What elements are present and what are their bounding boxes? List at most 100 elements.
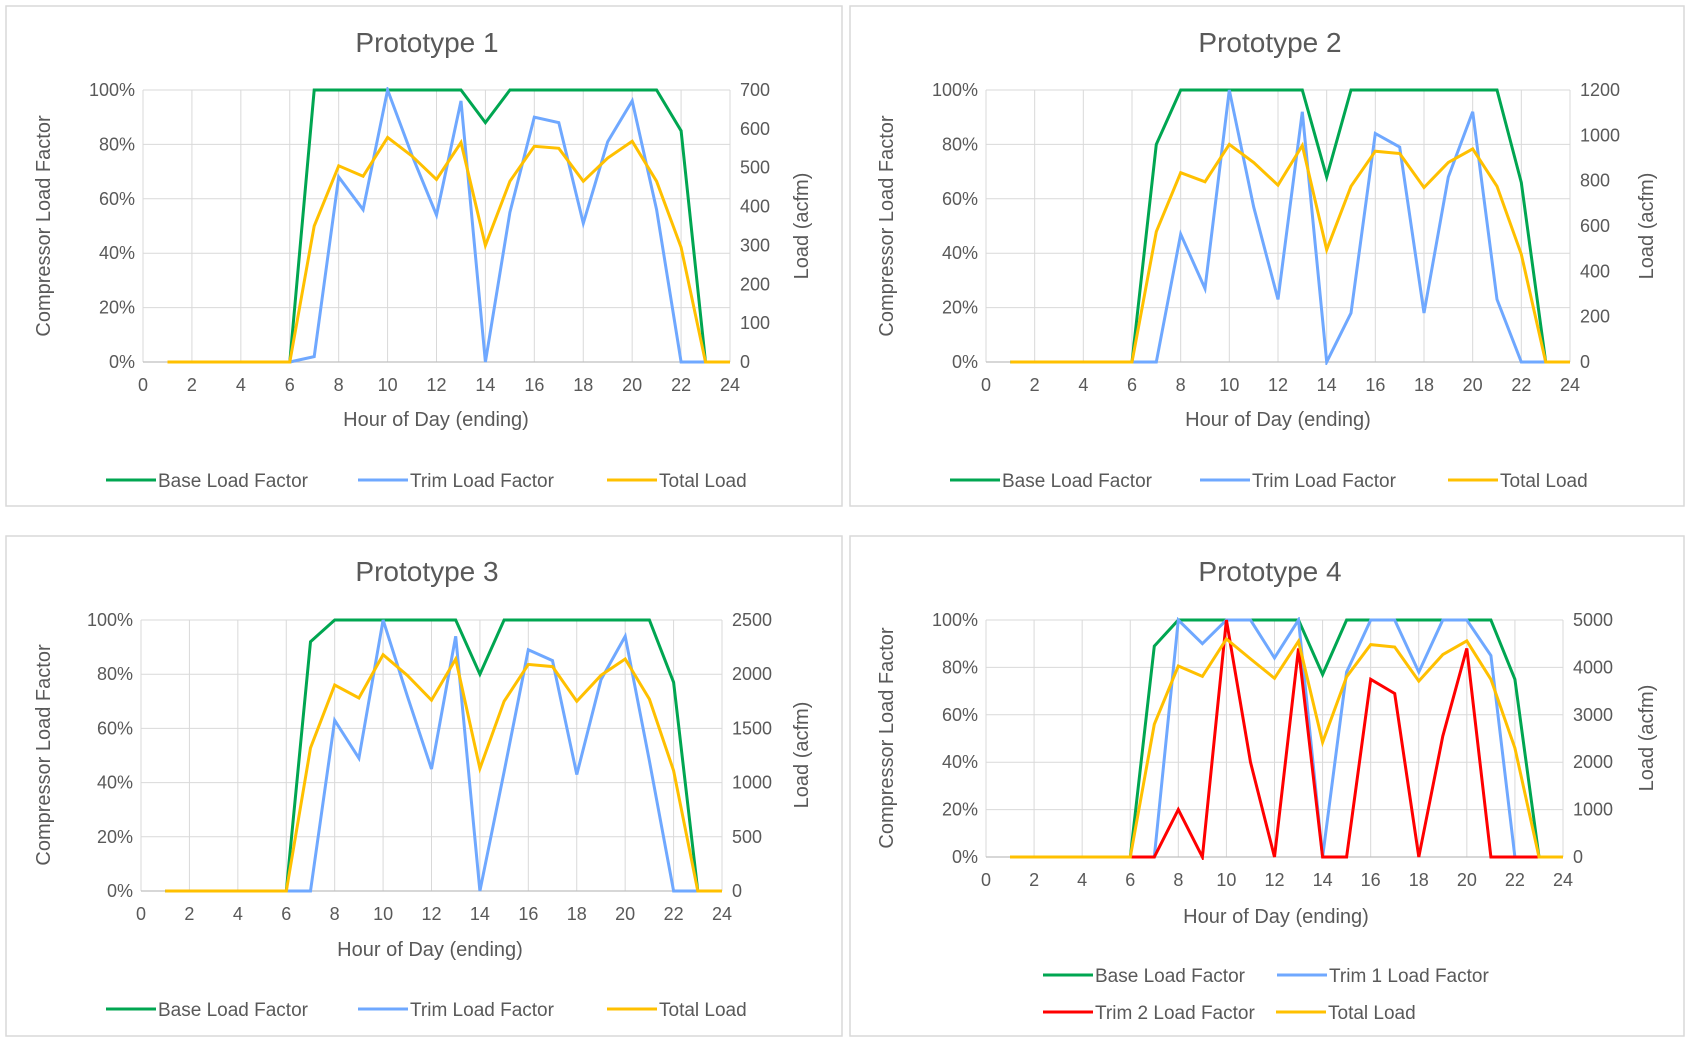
series-line-total-load — [167, 135, 730, 364]
x-tick-label: 16 — [518, 904, 538, 924]
x-tick-label: 6 — [281, 904, 291, 924]
y2-tick-label: 600 — [1580, 216, 1610, 236]
x-tick-label: 0 — [981, 870, 991, 890]
y-tick-label: 60% — [942, 705, 978, 725]
y2-tick-label: 200 — [1580, 307, 1610, 327]
x-tick-label: 14 — [475, 375, 495, 395]
x-tick-label: 24 — [720, 375, 740, 395]
y-tick-label: 100% — [932, 610, 978, 630]
y-tick-label: 80% — [99, 134, 135, 154]
x-tick-label: 24 — [1553, 870, 1573, 890]
x-tick-label: 4 — [1077, 870, 1087, 890]
y2-tick-label: 500 — [732, 827, 762, 847]
x-tick-label: 6 — [1127, 375, 1137, 395]
legend-label: Total Load — [1500, 471, 1588, 492]
y2-axis-label: Load (acfm) — [791, 173, 813, 280]
x-axis-label: Hour of Day (ending) — [1183, 906, 1369, 928]
y-tick-label: 20% — [97, 827, 133, 847]
chart-panel-2: Prototype 20 2 4 6 8 10 12 14 16 18 20 22 240%20%40%… — [849, 5, 1685, 507]
series-line-total-load — [1010, 141, 1570, 364]
y2-tick-label: 100 — [740, 313, 770, 333]
y2-tick-label: 200 — [740, 274, 770, 294]
y-tick-label: 80% — [942, 657, 978, 677]
y2-tick-label: 1000 — [1573, 800, 1613, 820]
y-axis-label: Compressor Load Factor — [33, 644, 55, 866]
y2-tick-label: 1000 — [1580, 125, 1620, 145]
legend-label: Trim Load Factor — [410, 471, 555, 492]
y-axis-label: Compressor Load Factor — [876, 115, 898, 337]
chart-title: Prototype 4 — [1198, 556, 1341, 587]
x-tick-label: 0 — [136, 904, 146, 924]
x-tick-label: 20 — [1463, 375, 1483, 395]
y-tick-label: 20% — [942, 298, 978, 318]
y2-tick-label: 0 — [1573, 847, 1583, 867]
y2-axis-label: Load (acfm) — [791, 702, 813, 809]
y2-tick-label: 1200 — [1580, 80, 1620, 100]
x-axis-label: Hour of Day (ending) — [1185, 409, 1371, 431]
x-tick-label: 22 — [1505, 870, 1525, 890]
y2-tick-label: 2000 — [1573, 752, 1613, 772]
x-tick-label: 4 — [233, 904, 243, 924]
x-tick-label: 18 — [573, 375, 593, 395]
x-tick-label: 12 — [1268, 375, 1288, 395]
x-tick-label: 14 — [470, 904, 490, 924]
x-tick-label: 16 — [1365, 375, 1385, 395]
x-tick-label: 0 — [138, 375, 148, 395]
x-axis-label: Hour of Day (ending) — [343, 409, 529, 431]
x-tick-label: 24 — [1560, 375, 1580, 395]
x-tick-label: 8 — [330, 904, 340, 924]
x-tick-label: 12 — [421, 904, 441, 924]
legend-label: Base Load Factor — [158, 471, 309, 492]
y2-tick-label: 5000 — [1573, 610, 1613, 630]
y2-tick-label: 400 — [740, 197, 770, 217]
x-tick-label: 4 — [236, 375, 246, 395]
x-tick-label: 20 — [622, 375, 642, 395]
chart-panel-3: Prototype 30 2 4 6 8 10 12 14 16 18 20 22 240%20%40%… — [5, 535, 843, 1037]
legend-label: Trim Load Factor — [410, 1000, 555, 1021]
y2-tick-label: 800 — [1580, 171, 1610, 191]
y-tick-label: 100% — [87, 610, 133, 630]
y2-tick-label: 700 — [740, 80, 770, 100]
x-tick-label: 4 — [1078, 375, 1088, 395]
x-tick-label: 14 — [1313, 870, 1333, 890]
y-tick-label: 0% — [952, 352, 978, 372]
y2-tick-label: 3000 — [1573, 705, 1613, 725]
y-tick-label: 40% — [942, 752, 978, 772]
y2-tick-label: 2000 — [732, 664, 772, 684]
x-tick-label: 6 — [1125, 870, 1135, 890]
x-tick-label: 2 — [187, 375, 197, 395]
x-tick-label: 14 — [1317, 375, 1337, 395]
x-tick-label: 22 — [671, 375, 691, 395]
x-axis-label: Hour of Day (ending) — [337, 939, 523, 961]
legend-label: Total Load — [659, 471, 747, 492]
x-tick-label: 18 — [1414, 375, 1434, 395]
y2-tick-label: 0 — [1580, 352, 1590, 372]
chart-title: Prototype 2 — [1198, 27, 1341, 58]
y-tick-label: 40% — [99, 243, 135, 263]
x-tick-label: 12 — [426, 375, 446, 395]
chart-title: Prototype 1 — [355, 27, 498, 58]
y-tick-label: 40% — [942, 243, 978, 263]
y-tick-label: 60% — [99, 189, 135, 209]
legend-label: Base Load Factor — [1095, 966, 1246, 987]
x-tick-label: 20 — [1457, 870, 1477, 890]
x-tick-label: 8 — [1173, 870, 1183, 890]
y2-tick-label: 4000 — [1573, 657, 1613, 677]
x-tick-label: 0 — [981, 375, 991, 395]
x-tick-label: 22 — [1511, 375, 1531, 395]
x-tick-label: 20 — [615, 904, 635, 924]
series-line-total-load — [165, 652, 722, 893]
y-tick-label: 20% — [99, 298, 135, 318]
y2-tick-label: 1500 — [732, 718, 772, 738]
y2-tick-label: 600 — [740, 119, 770, 139]
chart-title: Prototype 3 — [355, 556, 498, 587]
y2-tick-label: 300 — [740, 235, 770, 255]
legend-label: Trim 1 Load Factor — [1329, 966, 1489, 987]
chart-panel-4: Prototype 40 2 4 6 8 10 12 14 16 18 20 22 240%20%40%… — [849, 535, 1685, 1037]
legend-label: Total Load — [659, 1000, 747, 1021]
y-tick-label: 0% — [952, 847, 978, 867]
x-tick-label: 10 — [378, 375, 398, 395]
y-tick-label: 60% — [97, 718, 133, 738]
